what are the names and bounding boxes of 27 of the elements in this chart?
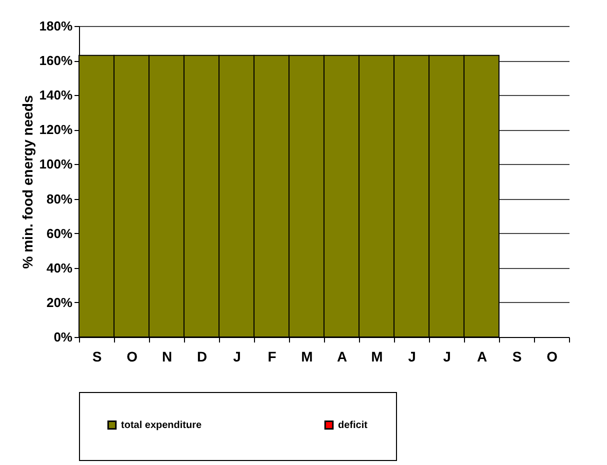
y-tick-label: 40% — [46, 260, 73, 276]
y-tick-label: 60% — [46, 226, 73, 241]
legend-label: deficit — [338, 420, 368, 432]
x-tick-label: M — [371, 348, 383, 364]
x-tick-label: S — [512, 348, 522, 364]
x-tick-label: M — [301, 348, 313, 364]
x-tick-label: A — [476, 348, 488, 364]
x-tick-label: S — [92, 348, 102, 364]
x-tick-label: A — [336, 348, 348, 364]
y-tick-label: 20% — [46, 294, 73, 310]
y-tick-label: 160% — [39, 53, 73, 68]
y-tick-label: 140% — [39, 88, 73, 103]
x-tick-label: J — [408, 348, 416, 364]
x-tick-label: J — [233, 348, 241, 364]
x-tick-label: J — [443, 348, 451, 364]
x-tick-label: O — [546, 348, 558, 364]
legend-label: total expenditure — [121, 420, 202, 432]
y-tick-label: 100% — [39, 156, 73, 172]
y-tick-label: 0% — [54, 330, 73, 344]
y-axis-title: % min. food energy needs — [19, 95, 36, 269]
y-tick-label: 80% — [46, 191, 73, 206]
y-tick-label: 120% — [39, 122, 73, 138]
x-tick-label: O — [126, 348, 138, 364]
x-tick-label: D — [196, 348, 208, 364]
y-tick-label: 180% — [39, 18, 73, 34]
x-tick-label: N — [162, 348, 172, 364]
x-tick-label: F — [268, 348, 277, 364]
